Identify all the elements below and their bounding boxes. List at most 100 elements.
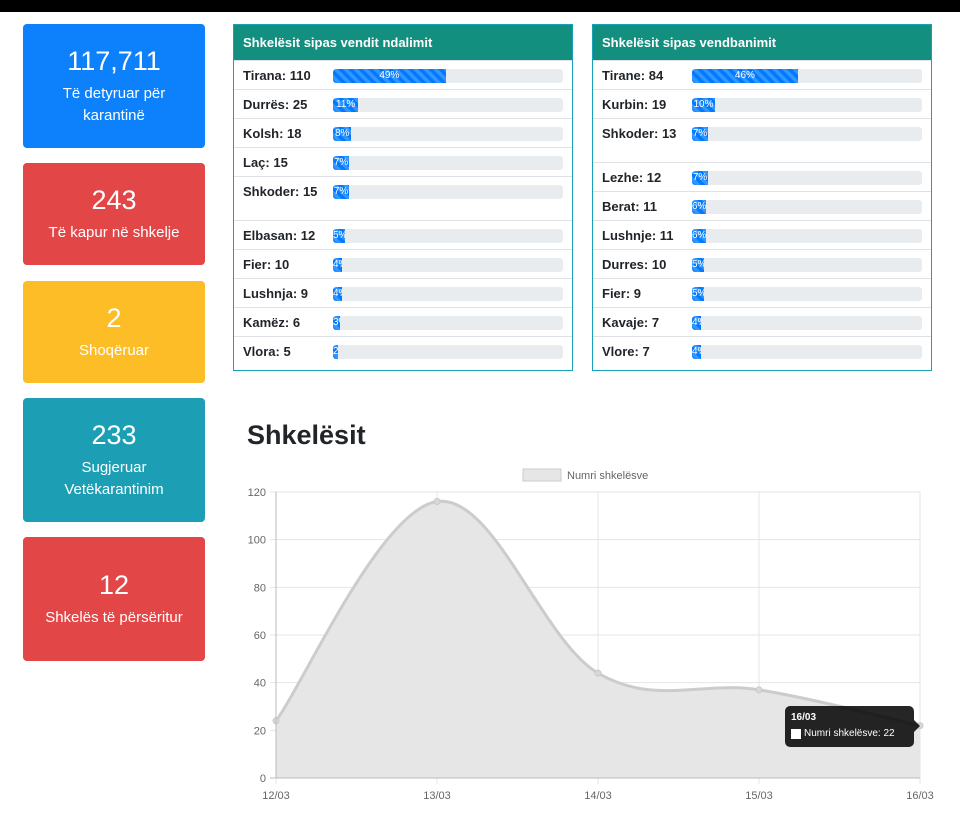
progress-bar: 7% <box>333 156 563 170</box>
table-row: Vlore: 7 4% <box>593 336 931 365</box>
stat-card: 117,711 Të detyruar për karantinë <box>23 24 205 148</box>
y-tick-label: 100 <box>248 535 266 547</box>
tooltip-text: Numri shkelësve: 22 <box>804 728 895 739</box>
progress-bar: 10% <box>692 98 922 112</box>
y-tick-label: 20 <box>254 725 266 737</box>
row-location: Kolsh: 18 <box>243 126 302 141</box>
row-location: Lushnje: 11 <box>602 228 674 243</box>
progress-fill: 5% <box>692 287 704 301</box>
table-row: Kavaje: 7 4% <box>593 307 931 336</box>
row-location: Kavaje: 7 <box>602 315 660 330</box>
legend-label: Numri shkelësve <box>567 470 648 482</box>
progress-bar: 11% <box>333 98 563 112</box>
progress-bar: 7% <box>333 185 563 199</box>
stat-card: 12 Shkelës të përsëritur <box>23 537 205 661</box>
row-location: Tirana: 110 <box>243 68 311 83</box>
x-tick-label: 14/03 <box>584 790 612 802</box>
table-stop-title: Shkelësit sipas vendit ndalimit <box>234 25 572 60</box>
progress-fill: 10% <box>692 98 715 112</box>
table-residence: Shkelësit sipas vendbanimit Tirane: 84 46… <box>592 24 932 371</box>
progress-fill: 8% <box>333 127 352 141</box>
progress-bar: 5% <box>333 229 563 243</box>
row-location: Durrës: 25 <box>243 97 308 112</box>
progress-fill: 4% <box>333 258 343 272</box>
progress-fill: 6% <box>692 229 706 243</box>
stat-label: Shkelës të përsëritur <box>45 609 183 626</box>
legend-swatch <box>522 468 562 482</box>
progress-fill: 49% <box>333 69 446 83</box>
table-row: Kamëz: 6 3% <box>234 307 572 336</box>
table-row: Fier: 9 5% <box>593 278 931 307</box>
table-row: Shkoder: 13 7% <box>593 118 931 162</box>
table-row: Durres: 10 5% <box>593 249 931 278</box>
stat-label: Të detyruar për karantinë <box>62 85 166 124</box>
row-location: Shkoder: 15 <box>243 184 318 199</box>
row-location: Shkoder: 13 <box>602 126 677 141</box>
progress-bar: 7% <box>692 171 922 185</box>
tooltip-swatch <box>791 729 801 739</box>
progress-bar: 7% <box>692 127 922 141</box>
progress-bar: 6% <box>692 229 922 243</box>
table-row: Lushnja: 9 4% <box>234 278 572 307</box>
row-location: Fier: 10 <box>243 257 290 272</box>
progress-fill: 11% <box>333 98 359 112</box>
progress-bar: 5% <box>692 258 922 272</box>
progress-fill: 5% <box>333 229 345 243</box>
progress-bar: 8% <box>333 127 563 141</box>
progress-bar: 5% <box>692 287 922 301</box>
row-location: Lushnja: 9 <box>243 286 309 301</box>
top-black-bar <box>0 0 960 12</box>
table-row: Vlora: 5 2% <box>234 336 572 365</box>
x-tick-label: 12/03 <box>262 790 290 802</box>
line-chart[interactable]: 0 20 40 60 80 100 120 12/03 13/03 14/03 15/03 16/03… <box>240 462 950 802</box>
table-row: Durrës: 25 11% <box>234 89 572 118</box>
progress-fill: 4% <box>333 287 343 301</box>
table-row: Elbasan: 12 5% <box>234 220 572 249</box>
table-stop-location: Shkelësit sipas vendit ndalimit Tirana: … <box>233 24 573 371</box>
row-location: Vlora: 5 <box>243 344 291 359</box>
y-tick-label: 60 <box>254 630 266 642</box>
row-location: Vlore: 7 <box>602 344 650 359</box>
table-row: Berat: 11 6% <box>593 191 931 220</box>
progress-fill: 3% <box>333 316 340 330</box>
row-location: Elbasan: 12 <box>243 228 316 243</box>
table-row: Tirane: 84 46% <box>593 60 931 89</box>
row-location: Kurbin: 19 <box>602 97 667 112</box>
table-row: Lezhe: 12 7% <box>593 162 931 191</box>
y-tick-label: 120 <box>248 487 266 499</box>
progress-fill: 5% <box>692 258 704 272</box>
progress-fill: 7% <box>333 156 350 170</box>
stat-card: 233 Sugjeruar Vetëkarantinim <box>23 398 205 522</box>
row-location: Durres: 10 <box>602 257 667 272</box>
table-row: Lushnje: 11 6% <box>593 220 931 249</box>
x-tick-label: 15/03 <box>745 790 773 802</box>
series-area <box>276 501 920 778</box>
stat-value: 12 <box>98 570 130 600</box>
row-location: Berat: 11 <box>602 199 657 214</box>
table-row: Shkoder: 15 7% <box>234 176 572 220</box>
x-tick-label: 16/03 <box>906 790 934 802</box>
row-location: Lezhe: 12 <box>602 170 662 185</box>
row-location: Laç: 15 <box>243 155 288 170</box>
stat-value: 243 <box>91 185 137 215</box>
table-row: Kurbin: 19 10% <box>593 89 931 118</box>
data-point <box>755 686 763 694</box>
y-tick-label: 80 <box>254 582 266 594</box>
tooltip-title: 16/03 <box>791 712 817 723</box>
table-row: Kolsh: 18 8% <box>234 118 572 147</box>
y-tick-label: 0 <box>260 773 266 785</box>
row-location: Fier: 9 <box>602 286 642 301</box>
stat-value: 2 <box>106 303 122 333</box>
x-tick-label: 13/03 <box>423 790 451 802</box>
series-line <box>274 500 921 728</box>
progress-fill: 6% <box>692 200 706 214</box>
progress-bar: 4% <box>692 345 922 359</box>
row-location: Kamëz: 6 <box>243 315 301 330</box>
progress-fill: 7% <box>333 185 350 199</box>
table-row: Fier: 10 4% <box>234 249 572 278</box>
progress-fill: 2% <box>333 345 338 359</box>
progress-fill: 7% <box>692 171 709 185</box>
progress-bar: 4% <box>692 316 922 330</box>
table-row: Tirana: 110 49% <box>234 60 572 89</box>
progress-bar: 4% <box>333 258 563 272</box>
